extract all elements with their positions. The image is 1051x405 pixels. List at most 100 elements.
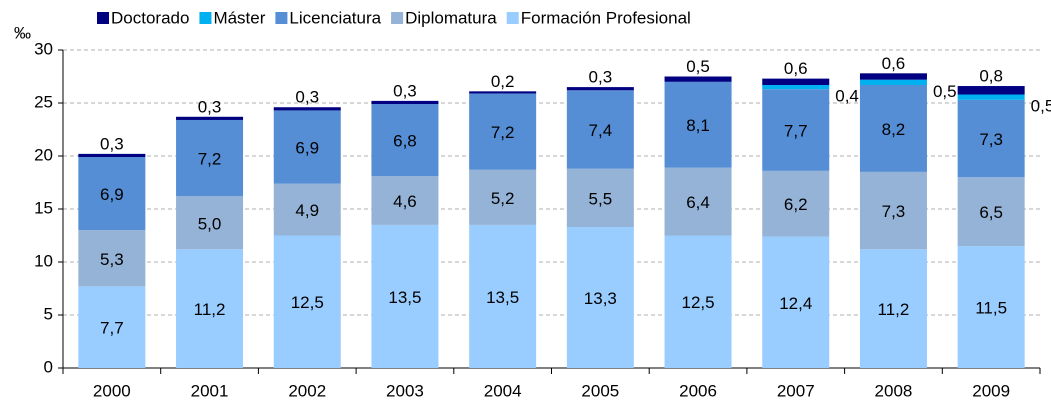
bar-segment bbox=[273, 107, 341, 111]
bar-segment bbox=[371, 104, 439, 177]
y-tick-label: 20 bbox=[34, 145, 53, 164]
legend-swatch bbox=[199, 12, 212, 24]
bar-segment bbox=[664, 235, 732, 368]
bar-segment bbox=[762, 89, 830, 171]
x-tick-label: 2000 bbox=[93, 381, 131, 400]
legend-label: Máster bbox=[213, 8, 265, 27]
y-tick-label: 10 bbox=[34, 251, 53, 270]
data-label: 8,2 bbox=[882, 120, 906, 139]
data-label: 11,5 bbox=[975, 299, 1007, 318]
data-label: 6,4 bbox=[686, 193, 710, 212]
bar-segment bbox=[371, 176, 439, 225]
bar-segment bbox=[371, 100, 439, 105]
bar-segment bbox=[78, 153, 146, 158]
x-tick-label: 2005 bbox=[581, 381, 619, 400]
bar-segment bbox=[957, 94, 1025, 100]
data-label: 7,3 bbox=[979, 130, 1003, 149]
x-tick-label: 2006 bbox=[679, 381, 717, 400]
data-label: 4,9 bbox=[295, 201, 319, 220]
y-axis-label: ‰ bbox=[14, 23, 31, 42]
legend-label: Doctorado bbox=[111, 8, 189, 27]
data-label: 12,5 bbox=[291, 293, 324, 312]
x-tick-label: 2008 bbox=[875, 381, 913, 400]
data-label: 7,7 bbox=[784, 122, 808, 141]
bar-segment bbox=[176, 116, 244, 120]
bar-segment bbox=[78, 157, 146, 231]
data-label: 6,2 bbox=[784, 195, 808, 214]
bar-segment bbox=[762, 84, 830, 90]
bar-segment bbox=[273, 110, 341, 184]
data-label: 7,2 bbox=[198, 150, 222, 169]
bar-segment bbox=[78, 286, 146, 368]
data-label: 13,5 bbox=[486, 288, 519, 307]
bar-segment bbox=[957, 86, 1025, 95]
legend-swatch bbox=[275, 12, 288, 24]
bar-segment bbox=[664, 76, 732, 82]
bar-segment bbox=[371, 224, 439, 368]
bar-segment bbox=[566, 90, 634, 169]
data-label: 7,2 bbox=[491, 123, 515, 142]
data-label: 8,1 bbox=[686, 116, 710, 135]
data-label: 5,5 bbox=[589, 189, 613, 208]
data-label: 0,4 bbox=[835, 87, 859, 106]
data-label: 12,5 bbox=[682, 293, 715, 312]
legend-swatch bbox=[97, 12, 109, 24]
data-label: 0,3 bbox=[589, 68, 613, 87]
data-label: 0,3 bbox=[100, 134, 124, 153]
y-tick-label: 5 bbox=[44, 304, 53, 323]
bar-segment bbox=[273, 183, 341, 236]
x-tick-label: 2001 bbox=[191, 381, 229, 400]
data-label: 11,2 bbox=[878, 300, 910, 319]
data-label: 0,3 bbox=[295, 88, 319, 107]
data-label: 0,5 bbox=[1031, 97, 1051, 116]
data-label: 0,2 bbox=[491, 72, 515, 91]
data-label: 6,9 bbox=[100, 185, 124, 204]
legend-swatch bbox=[506, 12, 519, 24]
legend-label: Diplomatura bbox=[405, 8, 497, 27]
bar-segment bbox=[859, 84, 927, 172]
data-label: 0,3 bbox=[198, 97, 222, 116]
bar-segment bbox=[78, 230, 146, 287]
bar-segment bbox=[176, 119, 244, 197]
bar-segment bbox=[566, 87, 634, 91]
bar-segment bbox=[664, 81, 732, 168]
data-label: 13,5 bbox=[388, 288, 421, 307]
data-label: 11,2 bbox=[194, 300, 226, 319]
data-label: 6,8 bbox=[393, 132, 417, 151]
x-tick-label: 2009 bbox=[972, 381, 1010, 400]
data-label: 0,8 bbox=[979, 67, 1003, 86]
data-label: 6,9 bbox=[295, 138, 319, 157]
x-tick-label: 2007 bbox=[777, 381, 815, 400]
data-label: 0,3 bbox=[393, 81, 417, 100]
y-tick-label: 25 bbox=[34, 92, 53, 111]
y-tick-label: 0 bbox=[44, 357, 53, 376]
data-label: 5,2 bbox=[491, 189, 515, 208]
y-tick-label: 30 bbox=[34, 39, 53, 58]
bar-segment bbox=[957, 177, 1025, 247]
data-label: 13,3 bbox=[584, 289, 617, 308]
legend-label: Licenciatura bbox=[289, 8, 381, 27]
bar-segment bbox=[469, 93, 537, 170]
data-label: 5,0 bbox=[198, 214, 222, 233]
data-label: 0,6 bbox=[882, 54, 906, 73]
bar-segment bbox=[664, 167, 732, 236]
bar-segment bbox=[469, 169, 537, 225]
data-label: 7,3 bbox=[882, 202, 906, 221]
legend-label: Formación Profesional bbox=[521, 8, 691, 27]
bar-segment bbox=[273, 235, 341, 368]
bar-segment bbox=[957, 99, 1025, 178]
bar-segment bbox=[859, 79, 927, 85]
bar-segment bbox=[957, 246, 1025, 368]
bar-segment bbox=[566, 168, 634, 228]
bar-segment bbox=[176, 249, 244, 368]
data-label: 6,5 bbox=[979, 203, 1003, 222]
data-label: 0,6 bbox=[784, 59, 808, 78]
data-label: 5,3 bbox=[100, 250, 124, 269]
bar-segment bbox=[176, 196, 244, 250]
bar-segment bbox=[859, 249, 927, 368]
data-label: 7,4 bbox=[589, 121, 613, 140]
data-label: 12,4 bbox=[779, 294, 812, 313]
data-label: 7,7 bbox=[100, 319, 124, 338]
bar-segment bbox=[762, 78, 830, 85]
data-label: 0,5 bbox=[686, 57, 710, 76]
